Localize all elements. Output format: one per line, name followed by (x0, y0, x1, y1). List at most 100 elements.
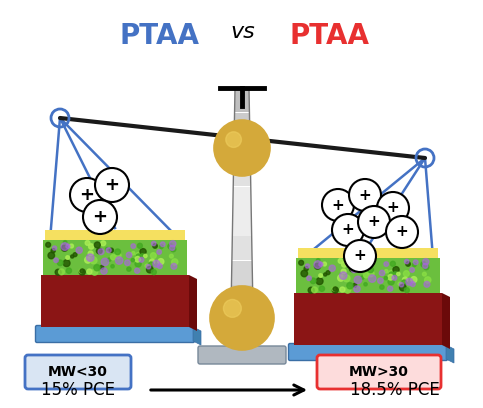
FancyBboxPatch shape (288, 344, 448, 361)
Circle shape (347, 260, 353, 266)
FancyBboxPatch shape (43, 240, 187, 275)
Circle shape (140, 248, 146, 255)
FancyBboxPatch shape (25, 355, 131, 389)
Circle shape (131, 244, 136, 248)
Circle shape (316, 259, 320, 262)
Circle shape (378, 278, 383, 284)
Circle shape (92, 269, 98, 275)
Circle shape (153, 260, 160, 267)
Circle shape (364, 273, 369, 278)
Polygon shape (235, 113, 249, 137)
Circle shape (48, 252, 55, 259)
Circle shape (410, 268, 414, 272)
Circle shape (362, 266, 367, 271)
Circle shape (388, 279, 394, 285)
Circle shape (368, 267, 373, 273)
Text: MW>30: MW>30 (349, 365, 409, 379)
Circle shape (101, 258, 109, 266)
Circle shape (323, 262, 327, 266)
Circle shape (100, 265, 104, 269)
Circle shape (423, 272, 426, 276)
Circle shape (397, 272, 400, 276)
FancyBboxPatch shape (45, 230, 185, 240)
Text: PTAA: PTAA (290, 22, 370, 50)
Polygon shape (234, 137, 250, 162)
Circle shape (425, 277, 431, 283)
Circle shape (305, 264, 310, 268)
Circle shape (399, 284, 406, 291)
Text: +: + (104, 176, 119, 194)
Circle shape (85, 257, 91, 263)
Circle shape (51, 248, 55, 253)
Circle shape (135, 268, 140, 273)
Circle shape (406, 278, 413, 285)
Circle shape (393, 266, 399, 273)
Circle shape (53, 246, 57, 250)
Text: +: + (93, 208, 108, 226)
Circle shape (63, 260, 70, 266)
Circle shape (157, 250, 161, 254)
Circle shape (125, 260, 130, 266)
Circle shape (387, 286, 393, 291)
Circle shape (389, 271, 395, 277)
Circle shape (141, 254, 144, 258)
Circle shape (304, 267, 308, 271)
Circle shape (393, 272, 398, 276)
Polygon shape (231, 285, 253, 310)
Circle shape (344, 287, 351, 293)
Circle shape (108, 258, 111, 262)
Circle shape (149, 259, 155, 264)
Circle shape (369, 275, 376, 282)
Circle shape (160, 242, 165, 246)
Circle shape (106, 248, 111, 253)
Circle shape (71, 255, 74, 258)
Circle shape (139, 257, 144, 262)
Circle shape (384, 270, 388, 273)
Circle shape (115, 253, 121, 259)
Circle shape (402, 277, 408, 282)
FancyBboxPatch shape (298, 248, 438, 258)
Polygon shape (233, 211, 251, 236)
Circle shape (359, 266, 364, 271)
Circle shape (87, 269, 92, 274)
Circle shape (301, 270, 308, 277)
Circle shape (384, 262, 388, 266)
Circle shape (146, 266, 153, 273)
Circle shape (364, 283, 367, 286)
Circle shape (308, 287, 314, 293)
Text: 15% PCE: 15% PCE (41, 381, 115, 399)
Circle shape (127, 267, 131, 271)
Circle shape (66, 256, 70, 259)
Circle shape (314, 263, 321, 269)
Polygon shape (232, 261, 252, 285)
Circle shape (353, 284, 357, 287)
FancyBboxPatch shape (294, 293, 442, 345)
Circle shape (136, 253, 142, 259)
Circle shape (380, 285, 384, 289)
Circle shape (358, 266, 362, 269)
Circle shape (406, 262, 410, 266)
Circle shape (424, 264, 429, 270)
Circle shape (171, 259, 178, 265)
Text: MW<30: MW<30 (48, 365, 108, 379)
Circle shape (85, 241, 90, 245)
Circle shape (424, 282, 430, 287)
Circle shape (115, 249, 120, 255)
Circle shape (70, 178, 104, 212)
Circle shape (170, 245, 175, 251)
Circle shape (399, 282, 404, 287)
Polygon shape (235, 88, 249, 113)
Circle shape (157, 264, 162, 268)
Circle shape (66, 268, 71, 273)
Circle shape (423, 263, 428, 268)
Text: 18.5% PCE: 18.5% PCE (350, 381, 440, 399)
Circle shape (368, 271, 374, 277)
Polygon shape (446, 345, 454, 363)
Circle shape (149, 262, 154, 267)
Circle shape (137, 243, 142, 248)
Circle shape (80, 269, 84, 273)
Circle shape (423, 259, 429, 265)
Circle shape (402, 280, 407, 285)
Circle shape (97, 248, 102, 254)
Circle shape (111, 255, 116, 260)
